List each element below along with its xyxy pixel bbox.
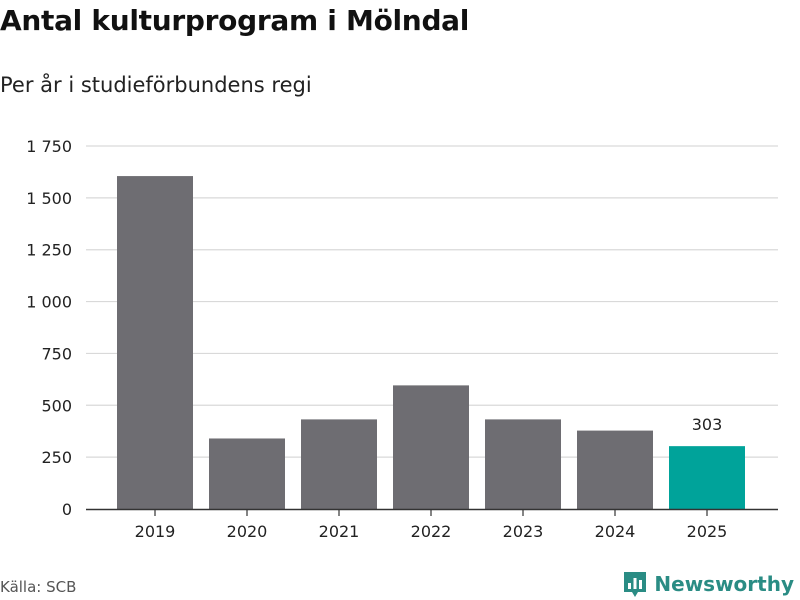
y-tick-label: 250 — [41, 448, 72, 467]
y-tick-label: 500 — [41, 396, 72, 415]
chart-title: Antal kulturprogram i Mölndal — [0, 4, 470, 37]
y-axis-ticks: 0 250 500 750 1 000 1 250 1 500 1 750 — [26, 137, 72, 519]
data-labels: 303 — [692, 415, 723, 434]
y-tick-label: 0 — [62, 500, 72, 519]
x-tick-label: 2019 — [135, 522, 176, 541]
x-tick-label: 2022 — [411, 522, 452, 541]
bar-2021 — [301, 419, 377, 509]
source-note: Källa: SCB — [0, 578, 77, 596]
x-tick-label: 2021 — [319, 522, 360, 541]
x-tick-label: 2024 — [595, 522, 636, 541]
y-tick-label: 1 250 — [26, 241, 72, 260]
brand-name: Newsworthy — [654, 572, 794, 596]
bar-2024 — [577, 430, 653, 509]
y-tick-label: 1 000 — [26, 293, 72, 312]
bar-2020 — [209, 438, 285, 509]
x-axis-ticks: 2019 2020 2021 2022 2023 2024 2025 — [135, 509, 728, 541]
bar-2023 — [485, 419, 561, 509]
bar-2025 — [669, 446, 745, 509]
bar-2019 — [117, 176, 193, 509]
y-tick-label: 1 750 — [26, 137, 72, 156]
x-tick-label: 2020 — [227, 522, 268, 541]
x-tick-label: 2025 — [687, 522, 728, 541]
bar-2022 — [393, 385, 469, 509]
x-tick-label: 2023 — [503, 522, 544, 541]
chart-subtitle: Per år i studieförbundens regi — [0, 73, 312, 97]
bars — [117, 176, 745, 509]
gridlines — [86, 145, 778, 458]
newsworthy-logo-icon — [624, 572, 647, 597]
data-label: 303 — [692, 415, 723, 434]
y-tick-label: 1 500 — [26, 189, 72, 208]
brand-logo: Newsworthy — [622, 569, 794, 599]
y-tick-label: 750 — [41, 344, 72, 363]
